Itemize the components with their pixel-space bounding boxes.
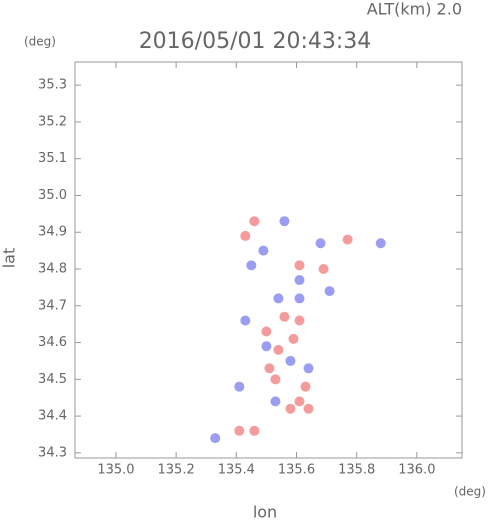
data-point [294, 260, 305, 271]
x-tick-label: 135.0 [97, 463, 134, 478]
y-tick-label: 34.9 [38, 225, 67, 240]
x-unit: (deg) [454, 485, 486, 499]
data-point [249, 216, 260, 227]
y-tick-label: 34.4 [38, 409, 67, 424]
data-point [273, 344, 284, 355]
x-axis-label: lon [253, 503, 277, 521]
data-point [342, 234, 353, 245]
data-point [234, 425, 245, 436]
data-point [270, 374, 281, 385]
data-point [303, 403, 314, 414]
x-tick-label: 135.8 [338, 463, 375, 478]
data-point [303, 363, 314, 374]
data-point [264, 363, 275, 374]
y-tick-label: 35.1 [38, 151, 67, 166]
y-tick-label: 35.0 [38, 188, 67, 203]
y-tick-label: 34.5 [38, 372, 67, 387]
data-point [324, 286, 335, 297]
x-tick-label: 135.4 [218, 463, 255, 478]
data-point [285, 403, 296, 414]
y-axis-label: lat [0, 248, 19, 269]
chart-title: 2016/05/01 20:43:34 [139, 29, 372, 54]
data-point [375, 238, 386, 249]
data-point [294, 293, 305, 304]
data-point [279, 311, 290, 322]
data-point [294, 396, 305, 407]
y-tick-label: 34.8 [38, 262, 67, 277]
chart-subtitle: ALT(km) 2.0 [367, 0, 462, 19]
data-point [318, 264, 329, 275]
data-point [246, 260, 257, 271]
data-point [273, 293, 284, 304]
data-point [258, 245, 269, 256]
data-point [288, 333, 299, 344]
y-tick-label: 34.3 [38, 445, 67, 460]
data-point [300, 381, 311, 392]
y-tick-label: 35.2 [38, 114, 67, 129]
data-point [210, 433, 221, 444]
data-point [249, 425, 260, 436]
plot-frame [74, 61, 463, 459]
data-point [285, 355, 296, 366]
data-point [240, 230, 251, 241]
data-point [279, 216, 290, 227]
data-point [240, 315, 251, 326]
data-point [270, 396, 281, 407]
y-tick-label: 35.3 [38, 78, 67, 93]
data-point [315, 238, 326, 249]
x-tick-label: 135.2 [158, 463, 195, 478]
y-tick-label: 34.6 [38, 335, 67, 350]
data-point [234, 381, 245, 392]
x-tick-label: 135.6 [278, 463, 315, 478]
data-point [261, 341, 272, 352]
data-point [294, 275, 305, 286]
x-tick-label: 136.0 [398, 463, 435, 478]
data-point [294, 315, 305, 326]
data-point [261, 326, 272, 337]
y-tick-label: 34.7 [38, 298, 67, 313]
y-unit: (deg) [24, 35, 56, 49]
